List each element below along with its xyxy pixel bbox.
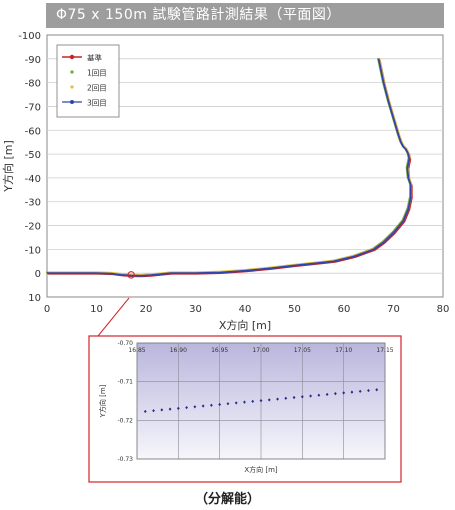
detail-point	[210, 403, 213, 407]
detail-plot-area	[136, 342, 386, 460]
x-tick-label: 0	[44, 304, 50, 315]
detail-y-tick-label: -0.73	[117, 456, 133, 463]
x-tick-label: 50	[288, 304, 301, 315]
detail-point	[143, 409, 147, 414]
detail-x-tick-label: 17.15	[376, 347, 393, 354]
detail-point	[226, 402, 230, 406]
detail-point	[193, 405, 197, 409]
legend-label: 基準	[87, 53, 102, 63]
detail-x-tick-label: 17.05	[294, 347, 311, 354]
detail-point	[284, 396, 288, 400]
resolution-caption: （分解能）	[194, 492, 260, 507]
detail-point	[367, 388, 370, 393]
detail-point	[201, 404, 205, 408]
legend-label: 1回目	[87, 69, 107, 78]
legend-item: 3回目	[62, 99, 107, 108]
detail-point	[176, 406, 180, 410]
y-tick-label: -10	[25, 245, 41, 256]
detail-point	[251, 399, 255, 403]
y-tick-label: -20	[25, 222, 41, 233]
detail-point	[160, 408, 164, 412]
detail-point	[342, 391, 346, 395]
legend-item: 1回目	[70, 69, 107, 78]
detail-x-tick-label: 17.00	[252, 347, 269, 354]
y-tick-label: -70	[25, 102, 41, 113]
detail-point	[334, 392, 337, 396]
detail-point	[276, 397, 279, 401]
legend-marker	[70, 85, 74, 89]
x-axis-label: X方向 [m]	[219, 318, 271, 332]
x-tick-label: 70	[387, 304, 400, 315]
detail-x-tick-label: 16.95	[211, 347, 228, 354]
detail-y-tick-label: -0.70	[117, 340, 133, 347]
x-tick-label: 10	[90, 304, 103, 315]
detail-point	[267, 398, 271, 402]
detail-marker	[127, 271, 135, 279]
x-tick-label: 60	[338, 304, 351, 315]
detail-x-axis-label: X方向 [m]	[244, 465, 278, 474]
y-tick-label: -90	[25, 55, 41, 66]
detail-point	[309, 394, 312, 398]
y-tick-label: 0	[35, 269, 41, 280]
legend-item: 基準	[62, 53, 102, 63]
y-tick-label: -40	[25, 174, 41, 185]
detail-x-tick-label: 17.10	[335, 347, 352, 354]
detail-point	[185, 405, 188, 410]
detail-y-tick-label: -0.72	[117, 417, 133, 424]
legend-label: 2回目	[87, 84, 107, 93]
detail-point	[300, 395, 304, 399]
y-axis-label: Y方向 [m]	[1, 140, 15, 193]
y-tick-label: -60	[25, 126, 41, 137]
legend-marker	[70, 70, 74, 74]
series-line	[47, 58, 412, 277]
detail-frame	[88, 335, 402, 483]
x-tick-label: 20	[140, 304, 153, 315]
detail-point	[152, 409, 155, 413]
detail-y-axis-label: Y方向 [m]	[98, 384, 107, 418]
detail-point	[325, 392, 329, 397]
detail-point	[350, 390, 354, 394]
detail-point	[218, 402, 222, 407]
y-tick-label: -80	[25, 79, 41, 90]
y-tick-label: 10	[28, 293, 41, 304]
legend-marker	[69, 54, 75, 60]
legend-label: 3回目	[87, 99, 107, 108]
detail-x-tick-label: 16.90	[170, 347, 187, 354]
detail-point	[375, 388, 379, 392]
detail-point	[259, 399, 263, 403]
x-tick-label: 40	[239, 304, 252, 315]
detail-point	[358, 389, 362, 393]
detail-y-tick-label: -0.71	[117, 379, 133, 386]
detail-point	[168, 407, 172, 411]
y-tick-label: -30	[25, 198, 41, 209]
legend-marker	[70, 100, 74, 104]
legend: 基準 1回目 2回目 3回目	[56, 44, 120, 118]
x-tick-label: 80	[437, 304, 450, 315]
detail-point	[243, 400, 246, 404]
y-tick-label: -50	[25, 150, 41, 161]
detail-x-tick-label: 16.85	[128, 347, 145, 354]
detail-point	[317, 393, 321, 397]
x-tick-label: 30	[189, 304, 202, 315]
legend-item: 2回目	[70, 84, 107, 93]
detail-point	[292, 395, 296, 400]
detail-point	[234, 401, 238, 405]
y-tick-label: -100	[18, 31, 41, 42]
chart-title: Φ75 x 150m 試験管路計測結果（平面図）	[46, 3, 444, 28]
